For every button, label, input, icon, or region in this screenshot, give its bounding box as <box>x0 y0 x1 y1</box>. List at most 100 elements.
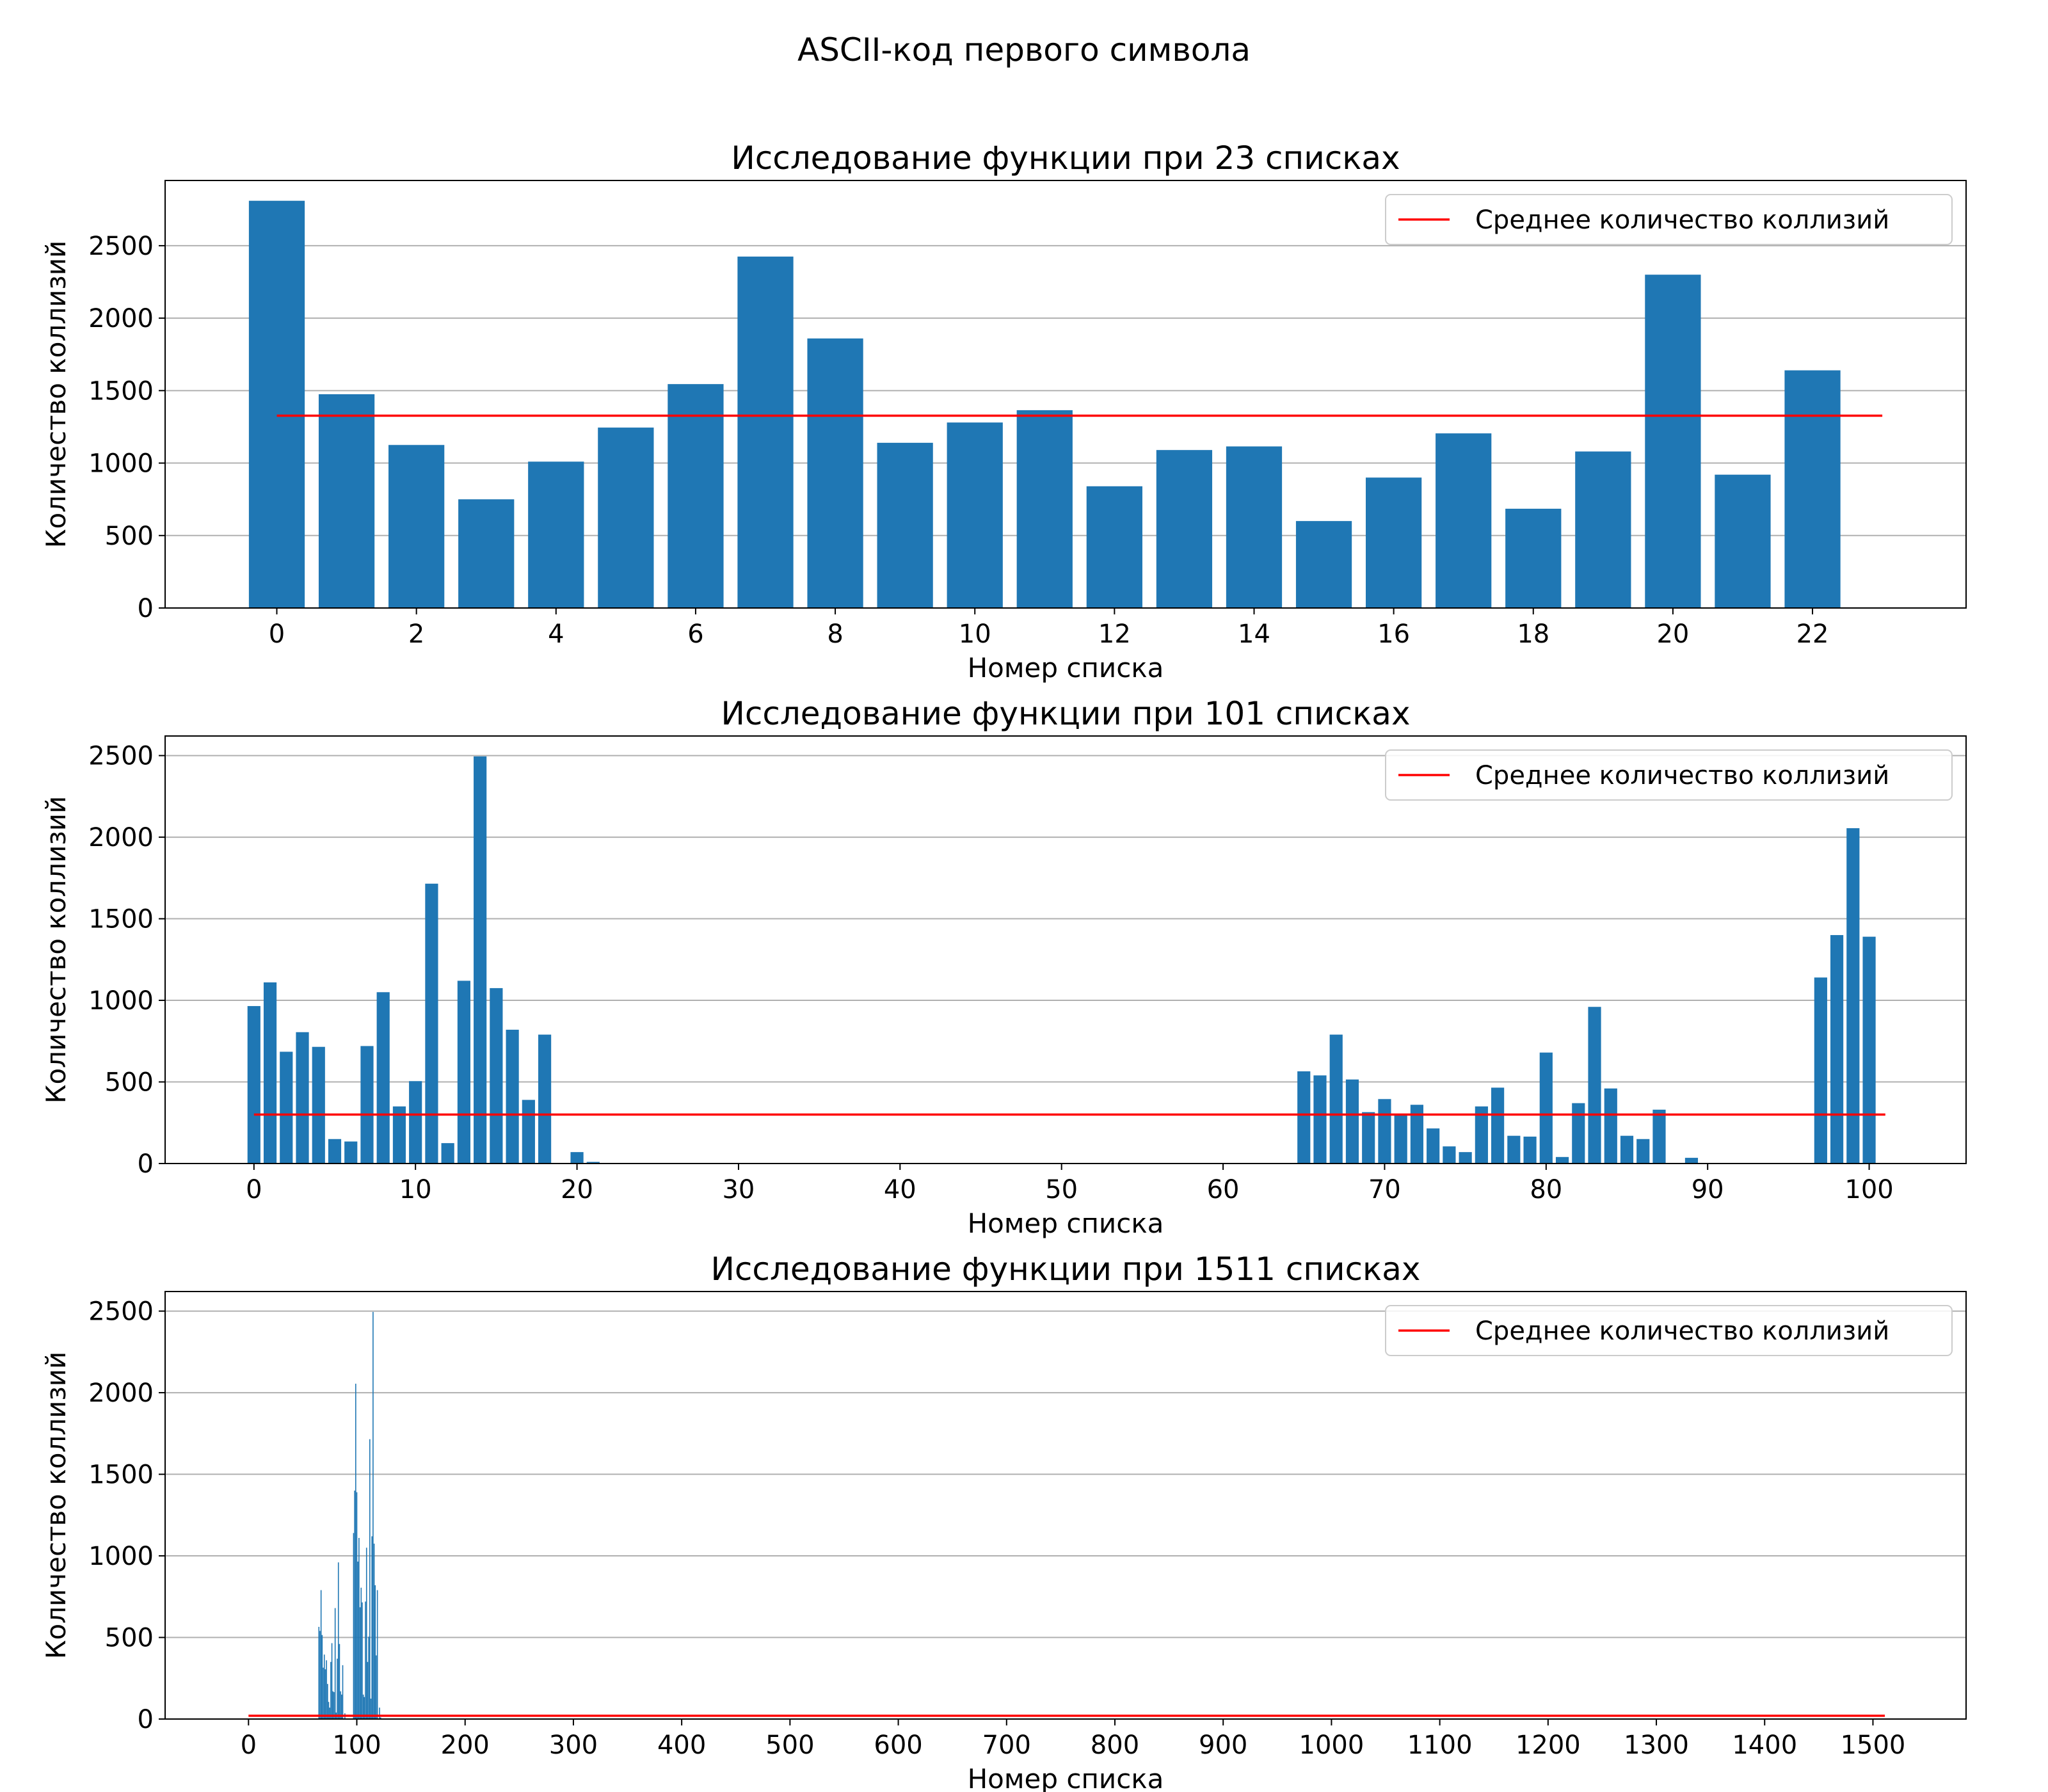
bar <box>1862 936 1876 1164</box>
bar <box>598 428 654 608</box>
bar <box>506 1029 519 1164</box>
x-tick-label: 20 <box>1656 620 1689 649</box>
bar <box>247 1005 260 1164</box>
bar <box>1523 1136 1537 1164</box>
bar <box>296 1032 309 1164</box>
bar <box>312 1046 325 1164</box>
figure-suptitle: ASCII-код первого символа <box>797 31 1251 68</box>
bar <box>340 1691 341 1719</box>
bar <box>357 1561 358 1719</box>
y-tick-label: 500 <box>105 522 154 551</box>
x-tick-label: 900 <box>1199 1731 1247 1760</box>
x-tick-label: 4 <box>548 620 564 649</box>
y-tick-label: 2500 <box>88 232 154 261</box>
bar <box>586 1162 600 1164</box>
bar <box>1226 446 1283 608</box>
y-tick-label: 0 <box>138 594 154 623</box>
bar <box>328 1139 342 1164</box>
x-tick-label: 200 <box>441 1731 490 1760</box>
bar <box>362 1694 364 1719</box>
bar <box>376 1655 377 1719</box>
bar <box>337 1658 338 1719</box>
bar <box>1684 1158 1699 1164</box>
x-tick-label: 700 <box>982 1731 1031 1760</box>
bar <box>342 1665 344 1719</box>
bar <box>369 1439 371 1719</box>
bar <box>376 992 390 1164</box>
bar <box>318 1626 320 1719</box>
bar <box>334 1608 336 1719</box>
bar <box>353 1533 355 1719</box>
bar <box>365 1601 366 1719</box>
bar <box>358 1537 360 1719</box>
legend-label: Среднее количество коллизий <box>1475 1316 1889 1346</box>
x-tick-label: 40 <box>884 1175 916 1204</box>
bar <box>332 1691 334 1719</box>
y-tick-label: 2000 <box>88 823 154 852</box>
y-axis-label: Количество коллизий <box>40 1352 72 1660</box>
x-tick-label: 1200 <box>1516 1731 1581 1760</box>
x-tick-label: 20 <box>561 1175 593 1204</box>
bar <box>365 1548 367 1719</box>
bar <box>321 1635 323 1719</box>
bar <box>1555 1156 1569 1164</box>
bar <box>323 1667 324 1719</box>
bar <box>1715 474 1771 608</box>
bar <box>356 1492 358 1719</box>
bar <box>263 982 277 1164</box>
x-tick-label: 1400 <box>1732 1731 1797 1760</box>
y-tick-label: 1500 <box>88 1460 154 1490</box>
bar <box>409 1081 422 1164</box>
y-tick-label: 500 <box>105 1624 154 1653</box>
x-tick-label: 22 <box>1796 620 1829 649</box>
bar <box>374 1585 376 1719</box>
x-tick-label: 18 <box>1517 620 1549 649</box>
x-tick-label: 16 <box>1377 620 1410 649</box>
bar <box>392 1106 406 1164</box>
bar <box>1507 1135 1521 1164</box>
y-tick-label: 1000 <box>88 449 154 479</box>
x-tick-label: 0 <box>269 620 285 649</box>
x-tick-label: 100 <box>1844 1175 1893 1204</box>
x-tick-label: 30 <box>722 1175 755 1204</box>
y-tick-label: 0 <box>138 1705 154 1734</box>
bar <box>1436 433 1492 608</box>
bar <box>1620 1135 1634 1164</box>
legend-box <box>1385 749 1953 801</box>
bar <box>1505 508 1562 608</box>
x-tick-label: 1500 <box>1841 1731 1906 1760</box>
bar <box>354 1491 355 1719</box>
bar <box>1443 1146 1456 1164</box>
bar <box>1636 1139 1650 1164</box>
x-axis-label: Номер списка <box>968 652 1164 684</box>
y-tick-label: 2500 <box>88 742 154 771</box>
x-tick-label: 80 <box>1530 1175 1562 1204</box>
x-tick-label: 0 <box>241 1731 257 1760</box>
bar <box>341 1694 342 1719</box>
bar <box>380 1717 381 1719</box>
bar <box>425 883 438 1164</box>
bar <box>360 1587 362 1719</box>
y-tick-label: 0 <box>138 1149 154 1179</box>
bar <box>1378 1099 1391 1164</box>
bar <box>1410 1105 1424 1164</box>
chart-title: Исследование функции при 1511 списках <box>711 1251 1421 1288</box>
bar <box>1645 275 1701 609</box>
bar <box>474 756 487 1164</box>
bar <box>388 445 445 608</box>
bar <box>337 1562 339 1719</box>
x-tick-label: 2 <box>408 620 424 649</box>
bar <box>319 1631 321 1719</box>
y-tick-label: 500 <box>105 1068 154 1098</box>
bar <box>1366 477 1422 608</box>
bar <box>1604 1088 1617 1164</box>
x-tick-label: 1000 <box>1299 1731 1364 1760</box>
bar <box>330 1661 332 1719</box>
x-tick-label: 12 <box>1098 620 1131 649</box>
x-tick-label: 6 <box>687 620 703 649</box>
bar <box>1539 1052 1553 1164</box>
y-tick-label: 1000 <box>88 986 154 1016</box>
bar <box>379 1708 380 1719</box>
x-tick-label: 10 <box>399 1175 432 1204</box>
x-tick-label: 1100 <box>1407 1731 1473 1760</box>
